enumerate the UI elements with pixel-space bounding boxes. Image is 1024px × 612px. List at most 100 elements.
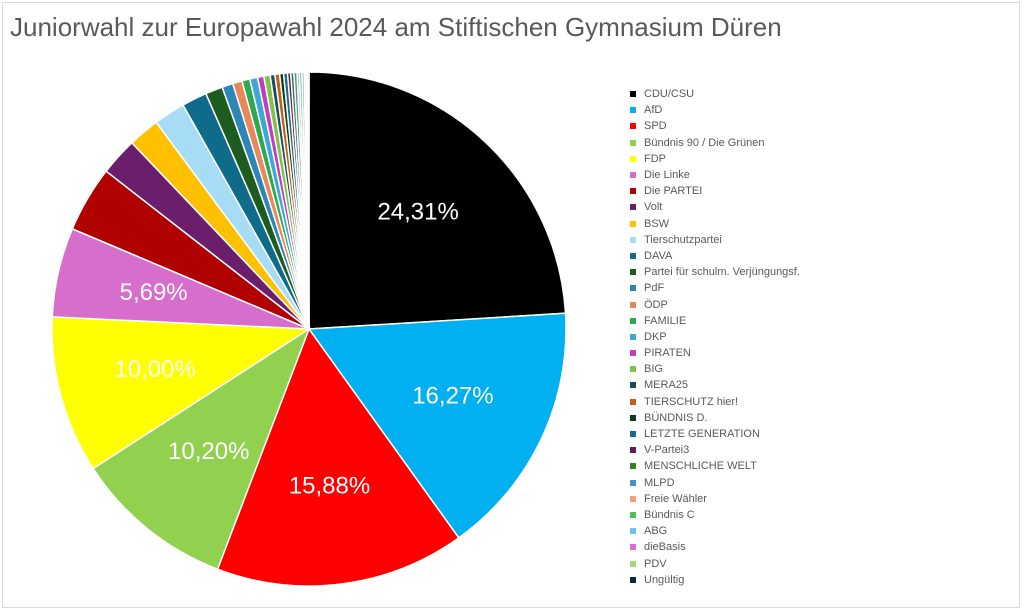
legend-swatch (630, 123, 636, 130)
legend-item: MENSCHLICHE WELT (630, 458, 800, 474)
legend-label: Bündnis C (644, 508, 695, 521)
pie-slice-1 (308, 71, 567, 330)
pie-slice-4 (92, 327, 311, 571)
legend-item: BIG (630, 361, 800, 377)
legend-item: Freie Wähler (630, 491, 800, 507)
legend-swatch (630, 204, 636, 211)
legend-item: V-Partei3 (630, 442, 800, 458)
legend-label: Freie Wähler (644, 492, 707, 505)
legend-label: PIRATEN (644, 347, 691, 360)
legend-swatch (630, 382, 636, 389)
legend-label: ÖDP (644, 298, 668, 311)
legend-swatch (630, 398, 636, 405)
data-label-1: 24,31% (377, 198, 458, 225)
legend-swatch (630, 511, 636, 518)
legend-swatch (630, 107, 636, 114)
legend-swatch (630, 269, 636, 276)
legend-label: Partei für schulm. Verjüngungsf. (644, 266, 800, 279)
legend-label: Die PARTEI (644, 185, 703, 198)
legend-swatch (630, 236, 636, 243)
legend-item: DKP (630, 329, 800, 345)
legend-swatch (630, 560, 636, 567)
legend-swatch (630, 220, 636, 227)
legend-swatch (630, 317, 636, 324)
legend-label: dieBasis (644, 541, 686, 554)
legend-label: MERA25 (644, 379, 689, 392)
legend-label: FAMILIE (644, 314, 687, 327)
legend-swatch (630, 495, 636, 502)
legend-label: BÜNDNIS D. (644, 411, 708, 424)
legend-label: DKP (644, 330, 667, 343)
legend-swatch (630, 350, 636, 357)
legend-item: Die Linke (630, 167, 800, 183)
data-label-2: 16,27% (412, 383, 493, 410)
legend-label: V-Partei3 (644, 444, 690, 457)
legend-item: MERA25 (630, 377, 800, 393)
legend-item: Partei für schulm. Verjüngungsf. (630, 264, 800, 280)
legend-swatch (630, 285, 636, 292)
legend-item: ÖDP (630, 296, 800, 312)
legend-swatch (630, 463, 636, 470)
legend-swatch (630, 431, 636, 438)
legend-swatch (630, 414, 636, 421)
legend-label: Ungültig (644, 573, 685, 586)
legend-swatch (630, 188, 636, 195)
legend-swatch (630, 139, 636, 146)
legend-swatch (630, 366, 636, 373)
legend-item: Bündnis 90 / Die Grünen (630, 135, 800, 151)
legend-item: DAVA (630, 248, 800, 264)
legend-swatch (630, 301, 636, 308)
legend-swatch (630, 576, 636, 583)
data-label-5: 10,00% (114, 356, 195, 383)
legend-label: PdF (644, 282, 665, 295)
legend-item: SPD (630, 118, 800, 134)
legend-item: FAMILIE (630, 313, 800, 329)
legend-swatch (630, 447, 636, 454)
data-label-6: 5,69% (120, 279, 188, 306)
legend-item: FDP (630, 151, 800, 167)
pie-slice-5 (51, 316, 312, 470)
legend-label: MLPD (644, 476, 675, 489)
legend-item: LETZTE GENERATION (630, 426, 800, 442)
legend-swatch (630, 252, 636, 259)
pie-slice-31 (306, 71, 310, 330)
legend-label: Bündnis 90 / Die Grünen (644, 136, 765, 149)
legend-item: CDU/CSU (630, 86, 800, 102)
legend-item: ABG (630, 523, 800, 539)
legend-label: ABG (644, 525, 668, 538)
legend-swatch (630, 544, 636, 551)
legend-item: Die PARTEI (630, 183, 800, 199)
legend-item: BSW (630, 216, 800, 232)
legend-item: PIRATEN (630, 345, 800, 361)
legend-item: Volt (630, 199, 800, 215)
legend-item: BÜNDNIS D. (630, 410, 800, 426)
legend-item: TIERSCHUTZ hier! (630, 394, 800, 410)
legend-swatch (630, 91, 636, 98)
chart-title: Juniorwahl zur Europawahl 2024 am Stifti… (10, 12, 782, 42)
legend-item: Bündnis C (630, 507, 800, 523)
legend-item: PdF (630, 280, 800, 296)
legend-label: DAVA (644, 249, 673, 262)
legend-swatch (630, 155, 636, 162)
legend-swatch (630, 479, 636, 486)
legend-item: Ungültig (630, 572, 800, 588)
legend-label: AfD (644, 104, 663, 117)
data-label-4: 10,20% (168, 438, 249, 465)
legend-item: PDV (630, 555, 800, 571)
legend-item: AfD (630, 102, 800, 118)
legend-label: Volt (644, 201, 663, 214)
pie-slice-2 (307, 312, 567, 539)
legend-label: BIG (644, 363, 663, 376)
legend-item: Tierschutzpartei (630, 232, 800, 248)
legend-item: MLPD (630, 475, 800, 491)
legend-item: dieBasis (630, 539, 800, 555)
legend-label: CDU/CSU (644, 88, 695, 101)
legend-label: SPD (644, 120, 667, 133)
chart-legend: CDU/CSU AfD SPD Bündnis 90 / Die Grünen FDP D… (630, 86, 800, 588)
legend-label: Tierschutzpartei (644, 233, 722, 246)
legend-label: Die Linke (644, 169, 690, 182)
data-label-3: 15,88% (289, 472, 370, 499)
legend-swatch (630, 172, 636, 179)
legend-swatch (630, 333, 636, 340)
